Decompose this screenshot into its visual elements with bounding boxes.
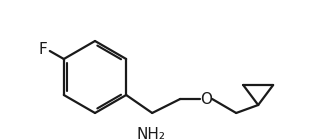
- Text: F: F: [38, 43, 47, 58]
- Text: O: O: [200, 91, 212, 106]
- Text: NH₂: NH₂: [137, 127, 166, 139]
